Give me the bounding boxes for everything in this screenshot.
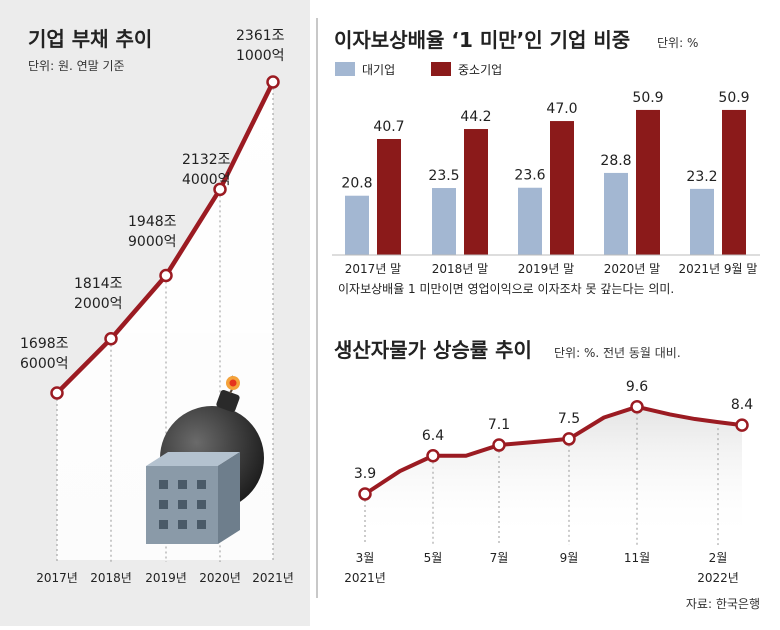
bar-large [345, 195, 369, 255]
chart3-point [735, 418, 749, 432]
bar-large [432, 188, 456, 255]
chart3-tick-year: 2021년 [344, 571, 386, 585]
chart1-point [50, 386, 64, 400]
chart1-value-label: 2132조 [182, 152, 231, 168]
bomb-cap-icon [216, 389, 240, 413]
spark-core-icon [229, 379, 237, 387]
interest-coverage-chart: 이자보상배율 ‘1 미만’인 기업 비중 단위: % 대기업 중소기업 20.8 40.7… [332, 28, 760, 296]
chart3-point [562, 432, 576, 446]
building-window-icon [159, 500, 168, 509]
bar-sme [377, 139, 401, 255]
chart1-point [266, 75, 280, 89]
chart3-point [630, 400, 644, 414]
source-note: 자료: 한국은행 [686, 596, 760, 611]
panel-divider [316, 18, 318, 598]
chart3-value-label: 9.6 [626, 379, 648, 395]
chart3-tick-label: 11월 [624, 551, 650, 565]
chart1-value-label: 2361조 [236, 28, 285, 44]
chart3-subtitle: 단위: %. 전년 동월 대비. [554, 346, 681, 360]
legend-large-label: 대기업 [362, 63, 395, 77]
bar-sme [464, 129, 488, 255]
building-side-icon [218, 452, 240, 544]
chart3-point [426, 449, 440, 463]
bar-large [690, 188, 714, 255]
chart3-point [492, 438, 506, 452]
legend-sme-label: 중소기업 [458, 63, 502, 77]
chart2-note: 이자보상배율 1 미만이면 영업이익으로 이자조차 못 갚는다는 의미. [338, 282, 674, 296]
chart1-point [159, 268, 173, 283]
legend-large-swatch [335, 62, 355, 76]
chart1-tick-label: 2019년 [145, 571, 187, 585]
chart1-point [104, 331, 118, 346]
legend-sme-swatch [431, 62, 451, 76]
bar-large-value: 23.2 [686, 169, 717, 185]
chart3-value-label: 7.5 [558, 411, 580, 427]
chart3-point [358, 487, 372, 501]
bar-large-value: 28.8 [600, 153, 631, 169]
bar-sme [722, 109, 746, 255]
bar-sme [550, 121, 574, 255]
bar-large [518, 187, 542, 255]
chart1-title: 기업 부채 추이 [28, 27, 152, 51]
chart3-tick-label: 3월 [356, 551, 375, 565]
bar-large-value: 23.6 [514, 168, 545, 184]
chart2-category-label: 2019년 말 [518, 262, 574, 276]
building-window-icon [178, 520, 187, 529]
chart1-value-label: 1814조 [74, 276, 123, 292]
chart3-value-label: 3.9 [354, 466, 376, 482]
chart1-value-label: 2000억 [74, 296, 123, 312]
chart2-category-label: 2017년 말 [345, 262, 401, 276]
chart3-value-label: 8.4 [731, 397, 753, 413]
bar-sme-value: 40.7 [373, 119, 404, 135]
building-window-icon [197, 520, 206, 529]
chart1-tick-label: 2020년 [199, 571, 241, 585]
chart1-value-label: 1948조 [128, 214, 177, 230]
chart1-value-label: 4000억 [182, 172, 231, 188]
chart2-subtitle: 단위: % [657, 36, 698, 50]
chart3-tick-label: 9월 [560, 551, 579, 565]
bar-large [604, 172, 628, 255]
building-window-icon [178, 500, 187, 509]
chart2-title: 이자보상배율 ‘1 미만’인 기업 비중 [334, 28, 630, 52]
bar-large-value: 23.5 [428, 168, 459, 184]
chart1-tick-label: 2017년 [36, 571, 78, 585]
building-top-icon [146, 452, 240, 466]
producer-price-chart: 생산자물가 상승률 추이 단위: %. 전년 동월 대비. 3.9 6.4 7.1 7.5… [334, 338, 753, 585]
chart1-value-label: 9000억 [128, 234, 177, 250]
chart3-title: 생산자물가 상승률 추이 [334, 338, 532, 362]
chart3-value-label: 7.1 [488, 417, 510, 433]
building-window-icon [159, 520, 168, 529]
bar-large-value: 20.8 [341, 176, 372, 192]
building-window-icon [178, 480, 187, 489]
chart3-tick-label: 5월 [424, 551, 443, 565]
chart2-category-label: 2021년 9월 말 [679, 262, 758, 276]
chart1-tick-label: 2018년 [90, 571, 132, 585]
bar-sme-value: 47.0 [546, 101, 577, 117]
chart3-tick-label: 2월 [709, 551, 728, 565]
chart1-subtitle: 단위: 원. 연말 기준 [28, 59, 125, 73]
chart1-value-label: 1698조 [20, 336, 69, 352]
building-window-icon [197, 480, 206, 489]
chart2-category-label: 2018년 말 [432, 262, 488, 276]
chart1-tick-label: 2021년 [252, 571, 294, 585]
bar-sme-value: 44.2 [460, 109, 491, 125]
chart2-category-label: 2020년 말 [604, 262, 660, 276]
building-window-icon [159, 480, 168, 489]
bar-sme-value: 50.9 [718, 90, 749, 106]
bar-sme [636, 109, 660, 255]
chart3-area [365, 406, 742, 540]
chart3-tick-year: 2022년 [697, 571, 739, 585]
chart1-value-label: 6000억 [20, 356, 69, 372]
chart1-value-label: 1000억 [236, 48, 285, 64]
bar-sme-value: 50.9 [632, 90, 663, 106]
chart3-tick-label: 7월 [490, 551, 509, 565]
chart1-point [213, 182, 227, 197]
chart3-value-label: 6.4 [422, 428, 444, 444]
building-window-icon [197, 500, 206, 509]
